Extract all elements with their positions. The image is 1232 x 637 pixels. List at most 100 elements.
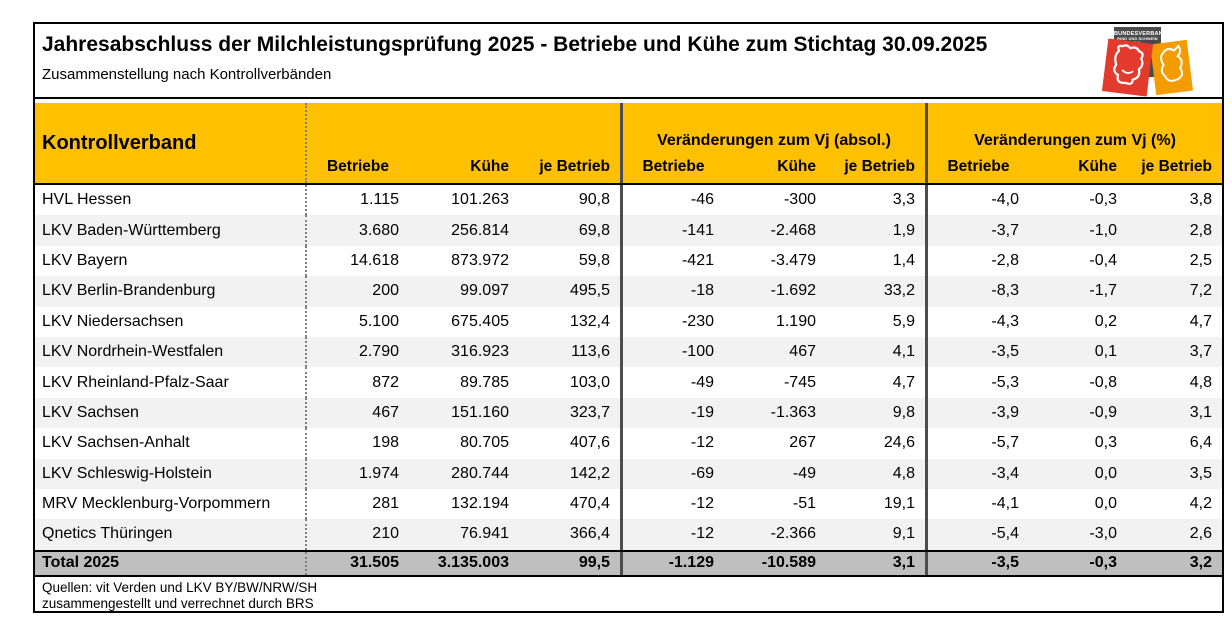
cell: -12 (690, 434, 714, 452)
cell: -5,3 (991, 373, 1019, 391)
cell: 1.115 (360, 191, 399, 209)
cell: -2,8 (991, 251, 1019, 269)
cell: 281 (372, 495, 399, 513)
cell: -0,9 (1089, 403, 1117, 421)
source-note: Quellen: vit Verden und LKV BY/BW/NRW/SH (42, 579, 318, 595)
pig-icon (1155, 42, 1189, 92)
cell: -3,5 (991, 554, 1019, 572)
cell: 0,0 (1094, 495, 1117, 513)
cell: 3,8 (1189, 191, 1212, 209)
cell: 210 (372, 525, 399, 543)
cell: -3.479 (770, 251, 816, 269)
cell: -51 (792, 495, 816, 513)
cell: 3,2 (1189, 554, 1212, 572)
row-label: LKV Berlin-Brandenburg (35, 276, 307, 307)
cell: 69,8 (519, 215, 623, 246)
cell: 4,2 (1189, 495, 1212, 513)
cell: -3,7 (991, 221, 1019, 239)
cell: 495,5 (519, 276, 623, 307)
row-label: MRV Mecklenburg-Vorpommern (35, 488, 307, 520)
cell: -1,0 (1089, 221, 1117, 239)
cell: -49 (690, 373, 714, 391)
cell: -3,4 (991, 464, 1019, 482)
cell: 4,7 (1189, 312, 1212, 330)
table-row: LKV Sachsen-Anhalt 198 80.705 407,6 -12 267 24… (35, 428, 1222, 459)
cell: -141 (681, 221, 714, 239)
table-row: LKV Niedersachsen 5.100 675.405 132,4 -230 1.… (35, 306, 1222, 337)
cell: 0,0 (1094, 464, 1117, 482)
cell: -3,5 (991, 343, 1019, 361)
cell: -745 (783, 373, 816, 391)
cell: 1.974 (358, 464, 399, 482)
cell: -46 (690, 191, 714, 209)
cell: -12 (690, 525, 714, 543)
cell: 256.814 (451, 221, 509, 239)
cell: 200 (372, 282, 399, 300)
cell: 142,2 (519, 458, 623, 489)
cell: -3,0 (1089, 525, 1117, 543)
cell: 113,6 (519, 336, 623, 368)
table-row: LKV Baden-Württemberg 3.680 256.814 69,8 -14… (35, 215, 1222, 246)
report-frame: Jahresabschluss der Milchleistungsprüfun… (33, 22, 1224, 613)
row-label: LKV Sachsen-Anhalt (35, 428, 307, 459)
cell: -8,3 (991, 282, 1019, 300)
cell: -3,9 (991, 403, 1019, 421)
cell: 3,3 (826, 185, 928, 216)
cell: 198 (372, 434, 399, 452)
cell: -0,3 (1089, 191, 1117, 209)
cell: 4,8 (826, 458, 928, 489)
row-label: LKV Niedersachsen (35, 306, 307, 337)
row-label: LKV Bayern (35, 245, 307, 277)
row-label: LKV Rheinland-Pfalz-Saar (35, 367, 307, 398)
cell: -49 (792, 464, 816, 482)
cell: -5,7 (991, 434, 1019, 452)
cell: 1,9 (826, 215, 928, 246)
cell: -5,4 (991, 525, 1019, 543)
cell: 2,6 (1189, 525, 1212, 543)
prepared-note: zusammengestellt und verrechnet durch BR… (42, 595, 314, 611)
row-label: LKV Baden-Württemberg (35, 215, 307, 246)
cell: 366,4 (519, 519, 623, 550)
table-row: LKV Nordrhein-Westfalen 2.790 316.923 113,6… (35, 336, 1222, 368)
cell: 3,1 (1189, 403, 1212, 421)
cell: 3,1 (826, 551, 928, 575)
table-header: Kontrollverband Veränderungen zum Vj (ab… (35, 103, 1222, 185)
column-header-betriebe: Betriebe (947, 158, 1010, 175)
cell: 132.194 (451, 495, 509, 513)
column-header-je-betrieb: je Betrieb (519, 151, 623, 183)
table-row: Qnetics Thüringen 210 76.941 366,4 -12 -2.366… (35, 519, 1222, 550)
table-row: LKV Sachsen 467 151.160 323,7 -19 -1.363 9,8 -3… (35, 397, 1222, 429)
cell: 31.505 (350, 554, 399, 572)
cell: -4,1 (991, 495, 1019, 513)
cell: 3,5 (1189, 464, 1212, 482)
cell: 99,5 (519, 551, 623, 575)
cell: -300 (783, 191, 816, 209)
cell: 2.790 (358, 343, 399, 361)
cell: -4,0 (991, 191, 1019, 209)
cell: 3.680 (358, 221, 399, 239)
total-row: Total 2025 31.505 3.135.003 99,5 -1.129 -10.5… (35, 549, 1222, 577)
column-group-header-absolute: Veränderungen zum Vj (absol.) (623, 103, 928, 151)
cell: 89.785 (460, 373, 509, 391)
logo-orange-tile (1150, 39, 1193, 96)
row-label: LKV Schleswig-Holstein (35, 458, 307, 489)
cell: -0,8 (1089, 373, 1117, 391)
page-subtitle: Zusammenstellung nach Kontrollverbänden (42, 66, 332, 83)
cell: 323,7 (519, 397, 623, 429)
cell: 19,1 (826, 488, 928, 520)
total-label: Total 2025 (35, 551, 307, 575)
cell: -230 (681, 312, 714, 330)
cell: -69 (690, 464, 714, 482)
cell: 467 (372, 403, 399, 421)
cell: 132,4 (519, 306, 623, 337)
cell: -12 (690, 495, 714, 513)
cell: -421 (681, 251, 714, 269)
cell: -2.468 (770, 221, 816, 239)
cell: 76.941 (460, 525, 509, 543)
cell: -2.366 (770, 525, 816, 543)
cell: 0,2 (1094, 312, 1117, 330)
column-header-kühe: Kühe (1078, 158, 1117, 175)
table-row: LKV Schleswig-Holstein 1.974 280.744 142,2 -… (35, 458, 1222, 489)
table-body: HVL Hessen 1.115 101.263 90,8 -46 -300 3,3 -4,0… (35, 185, 1222, 550)
cow-icon (1107, 41, 1149, 94)
